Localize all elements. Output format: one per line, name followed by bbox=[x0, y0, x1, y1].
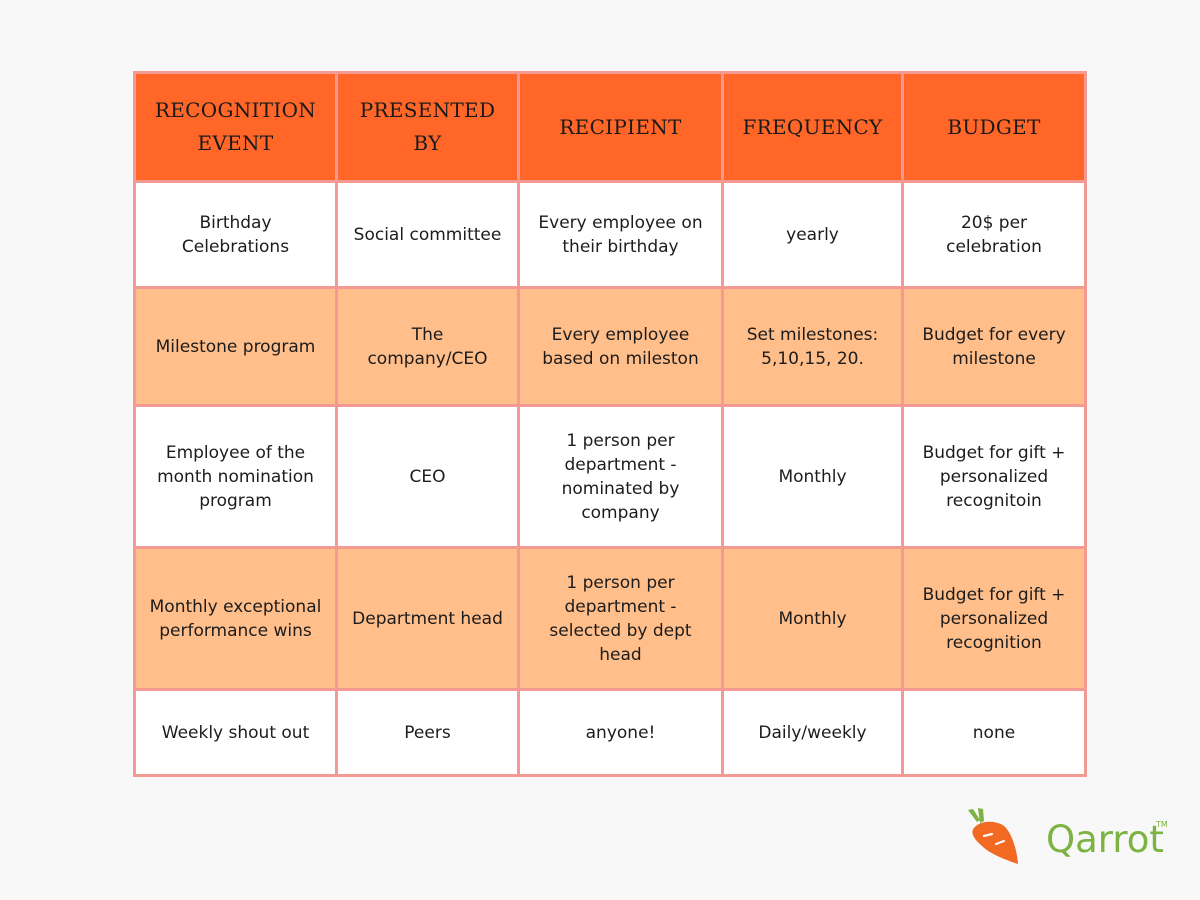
table-row: Milestone program The company/CEO Every … bbox=[133, 286, 1087, 407]
cell-recipient: anyone! bbox=[517, 688, 724, 777]
header-budget: BUDGET bbox=[901, 71, 1087, 183]
recognition-table: RECOGNITION EVENT PRESENTED BY RECIPIENT… bbox=[133, 71, 1087, 777]
header-row: RECOGNITION EVENT PRESENTED BY RECIPIENT… bbox=[133, 71, 1087, 183]
cell-presented-by: CEO bbox=[335, 404, 520, 549]
cell-recipient: 1 person per department - nominated by c… bbox=[517, 404, 724, 549]
cell-budget: 20$ per celebration bbox=[901, 180, 1087, 289]
cell-budget: none bbox=[901, 688, 1087, 777]
cell-recipient: Every employee based on mileston bbox=[517, 286, 724, 407]
cell-recipient: Every employee on their birthday bbox=[517, 180, 724, 289]
cell-event: Monthly exceptional performance wins bbox=[133, 546, 338, 691]
brand-name: Qarrot bbox=[1046, 818, 1164, 861]
cell-budget: Budget for gift + personalized recogniti… bbox=[901, 546, 1087, 691]
cell-presented-by: The company/CEO bbox=[335, 286, 520, 407]
cell-presented-by: Peers bbox=[335, 688, 520, 777]
cell-event: Birthday Celebrations bbox=[133, 180, 338, 289]
cell-frequency: Set milestones: 5,10,15, 20. bbox=[721, 286, 904, 407]
cell-frequency: Daily/weekly bbox=[721, 688, 904, 777]
cell-presented-by: Department head bbox=[335, 546, 520, 691]
qarrot-logo: Qarrot TM bbox=[962, 806, 1172, 870]
cell-frequency: yearly bbox=[721, 180, 904, 289]
header-recipient: RECIPIENT bbox=[517, 71, 724, 183]
cell-event: Employee of the month nomination program bbox=[133, 404, 338, 549]
cell-frequency: Monthly bbox=[721, 546, 904, 691]
carrot-icon bbox=[968, 808, 1018, 864]
header-presented-by: PRESENTED BY bbox=[335, 71, 520, 183]
table-row: Monthly exceptional performance wins Dep… bbox=[133, 546, 1087, 691]
cell-budget: Budget for gift + personalized recognito… bbox=[901, 404, 1087, 549]
cell-recipient: 1 person per department - selected by de… bbox=[517, 546, 724, 691]
table-row: Weekly shout out Peers anyone! Daily/wee… bbox=[133, 688, 1087, 777]
cell-budget: Budget for every milestone bbox=[901, 286, 1087, 407]
trademark-mark: TM bbox=[1156, 820, 1168, 829]
cell-presented-by: Social committee bbox=[335, 180, 520, 289]
table-row: Employee of the month nomination program… bbox=[133, 404, 1087, 549]
header-recognition-event: RECOGNITION EVENT bbox=[133, 71, 338, 183]
header-frequency: FREQUENCY bbox=[721, 71, 904, 183]
table-row: Birthday Celebrations Social committee E… bbox=[133, 180, 1087, 289]
cell-event: Milestone program bbox=[133, 286, 338, 407]
cell-event: Weekly shout out bbox=[133, 688, 338, 777]
cell-frequency: Monthly bbox=[721, 404, 904, 549]
